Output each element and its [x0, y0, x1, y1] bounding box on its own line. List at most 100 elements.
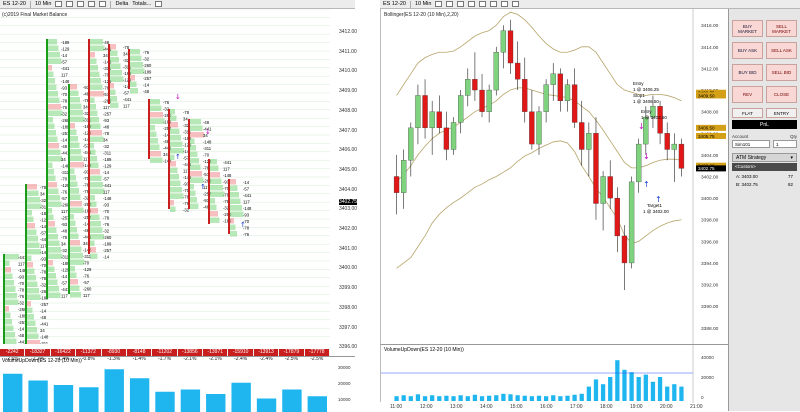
indicator-icon[interactable] — [88, 1, 95, 7]
crosshair-icon[interactable] — [77, 1, 84, 7]
buy-ask-button[interactable]: BUY ASK — [732, 42, 763, 59]
footprint-cell — [90, 241, 95, 247]
sell-ask-button[interactable]: SELL ASK — [766, 42, 797, 59]
volume-bar — [231, 383, 250, 412]
sell-market-button[interactable]: SELL MARKET — [766, 20, 797, 37]
footprint-cell — [70, 169, 75, 175]
time-tick-label: 17:00 — [570, 404, 583, 410]
zoom-icon[interactable] — [99, 1, 106, 7]
footprint-cell — [48, 143, 59, 149]
zoom-icon[interactable] — [479, 1, 486, 7]
delta-mode-selector[interactable]: Delta — [115, 1, 128, 7]
strategy-icon[interactable] — [490, 1, 497, 7]
chart-style-icon[interactable] — [435, 1, 442, 7]
footprint-candle-body — [188, 119, 190, 209]
footprint-cell — [210, 166, 219, 172]
instrument-selector-right[interactable]: ES 12-20 — [383, 1, 406, 7]
candle-body — [551, 74, 556, 85]
footprint-value: -57 — [83, 280, 90, 285]
buy-market-button[interactable]: BUY MARKET — [732, 20, 763, 37]
footprint-value: 34 — [40, 191, 45, 196]
chart-style-icon[interactable] — [55, 1, 62, 7]
price-tick-label: 3405.00 — [339, 167, 357, 173]
totals-selector[interactable]: Totals... — [132, 1, 151, 7]
indicator-icon[interactable] — [468, 1, 475, 7]
candle-body — [472, 79, 477, 90]
footprint-chart[interactable]: -441117-148-93-70-78-76-32-260-189-257-1… — [0, 9, 330, 344]
footprint-value: -78 — [18, 287, 25, 292]
footprint-cell — [5, 332, 15, 338]
candle-body — [508, 31, 513, 63]
footprint-cell — [110, 83, 114, 89]
time-tick-label: 14:00 — [480, 404, 493, 410]
price-tick-label: 3400.00 — [339, 265, 357, 271]
trade-annotation: 1 @ 3406.50 — [633, 99, 659, 104]
footprint-cell — [210, 185, 223, 191]
footprint-value: -57 — [61, 280, 68, 285]
volume-bar — [494, 395, 498, 401]
flat-button[interactable]: FLAT — [732, 108, 763, 118]
footprint-cell — [48, 52, 60, 58]
buy-bid-button[interactable]: BUY BID — [732, 64, 763, 81]
volume-bar — [580, 394, 584, 401]
interval-selector-right[interactable]: 10 Min — [415, 1, 432, 7]
footprint-value: -78 — [103, 215, 110, 220]
candle-body — [458, 95, 463, 122]
footprint-cell — [27, 191, 39, 197]
reverse-button[interactable]: REV — [732, 86, 763, 103]
footprint-cell — [48, 98, 60, 104]
close-button[interactable]: CLOSE — [766, 86, 797, 103]
account-select[interactable]: Sim101 — [732, 140, 770, 148]
footprint-value: -14 — [143, 82, 150, 87]
volume-bar — [257, 399, 276, 412]
trade-annotation: 1 @ 3404.50 — [641, 115, 667, 120]
quantity-input[interactable]: 1 — [773, 140, 797, 148]
instrument-selector-left[interactable]: ES 12-20 — [3, 1, 26, 7]
footprint-cell — [230, 218, 234, 224]
volume-bar — [551, 395, 555, 401]
footprint-cell — [48, 124, 55, 130]
footprint-value: -311 — [203, 146, 212, 151]
atm-strategy-header[interactable]: ATM Strategy ▾ — [732, 153, 797, 162]
footprint-cell — [70, 227, 77, 233]
draw-tool-icon[interactable] — [446, 1, 453, 7]
volume-bar — [79, 387, 98, 412]
footprint-value: -57 — [103, 176, 110, 181]
footprint-cell — [90, 254, 98, 260]
entry-button[interactable]: ENTRY — [766, 108, 797, 118]
sell-bid-button[interactable]: SELL BID — [766, 64, 797, 81]
time-tick-label: 20:00 — [660, 404, 673, 410]
atm-strategy-select[interactable]: <Custom> — [732, 163, 797, 171]
volume-bar — [558, 396, 562, 401]
chart-trader-icon[interactable] — [512, 1, 519, 7]
candle-body — [544, 85, 549, 112]
footprint-cell — [5, 267, 11, 273]
footprint-value: -32 — [18, 300, 25, 305]
footprint-value: -257 — [40, 302, 49, 307]
footprint-value: -260 — [83, 286, 92, 291]
interval-selector-left[interactable]: 10 Min — [35, 1, 52, 7]
crosshair-icon[interactable] — [457, 1, 464, 7]
footprint-cell — [48, 137, 58, 143]
candlestick-chart-panel[interactable]: 3416.003414.003412.003410.003408.003406.… — [380, 9, 728, 344]
volume-bar — [679, 387, 683, 401]
footprint-value: -78 — [61, 235, 68, 240]
properties-icon[interactable] — [501, 1, 508, 7]
footprint-cell — [70, 221, 76, 227]
draw-tool-icon[interactable] — [66, 1, 73, 7]
candle-body — [415, 95, 420, 127]
footprint-cell — [48, 286, 59, 292]
footprint-cell — [170, 142, 183, 148]
volume-bar — [672, 384, 676, 401]
footprint-value: -48 — [143, 89, 150, 94]
candlestick-chart[interactable]: 3416.003414.003412.003410.003408.003406.… — [381, 9, 729, 344]
footprint-value: 34 — [123, 51, 128, 56]
footprint-cell — [48, 273, 56, 279]
candle-body — [494, 52, 499, 90]
settings-icon[interactable] — [155, 1, 162, 7]
